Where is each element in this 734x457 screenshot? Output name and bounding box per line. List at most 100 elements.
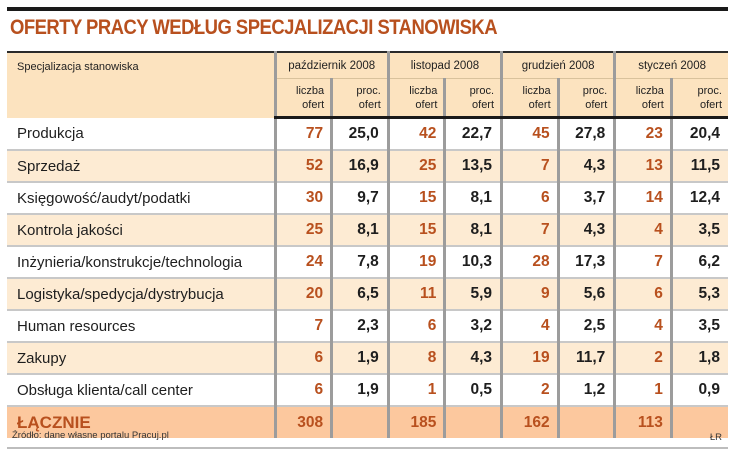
- table-row: Logistyka/spedycja/dystrybucja 20 6,5 11 5,9…: [7, 278, 728, 311]
- cell-offer-count: 15: [386, 214, 445, 247]
- total-offer-count: 113: [613, 406, 672, 438]
- cell-offer-count: 23: [613, 117, 672, 151]
- cell-offer-percent: 2,3: [330, 310, 389, 343]
- cell-offer-percent: 4,3: [556, 214, 615, 247]
- cell-offer-percent: 17,3: [556, 246, 615, 279]
- header-count-ofert: liczba ofert: [500, 78, 559, 119]
- cell-offer-percent: 20,4: [669, 117, 728, 151]
- row-specialization: Księgowość/audyt/podatki: [7, 182, 276, 215]
- header-month-jan: styczeń 2008: [613, 52, 728, 79]
- header-percent-ofert: proc. ofert: [330, 78, 389, 119]
- cell-offer-percent: 0,5: [443, 374, 502, 407]
- cell-offer-percent: 7,8: [330, 246, 389, 279]
- cell-offer-percent: 8,1: [443, 214, 502, 247]
- row-specialization: Kontrola jakości: [7, 214, 276, 247]
- cell-offer-percent: 25,0: [330, 117, 389, 151]
- cell-offer-percent: 1,9: [330, 374, 389, 407]
- cell-offer-percent: 8,1: [330, 214, 389, 247]
- cell-offer-count: 8: [386, 342, 445, 375]
- cell-offer-count: 20: [273, 278, 332, 311]
- cell-offer-count: 7: [613, 246, 672, 279]
- cell-offer-percent: 5,6: [556, 278, 615, 311]
- header-month-dec: grudzień 2008: [500, 52, 615, 79]
- total-offer-percent: [330, 406, 389, 438]
- header-count-ofert: liczba ofert: [386, 78, 445, 119]
- cell-offer-count: 42: [386, 117, 445, 151]
- bottom-rule: [7, 447, 728, 449]
- header-month-oct: październik 2008: [273, 52, 389, 79]
- cell-offer-percent: 13,5: [443, 150, 502, 183]
- header-count-line2: ofert: [302, 98, 325, 111]
- cell-offer-percent: 1,9: [330, 342, 389, 375]
- total-offer-percent: [556, 406, 615, 438]
- cell-offer-percent: 1,2: [556, 374, 615, 407]
- cell-offer-count: 1: [613, 374, 672, 407]
- row-specialization: Inżynieria/konstrukcje/technologia: [7, 246, 276, 279]
- cell-offer-count: 15: [386, 182, 445, 215]
- header-percent-ofert: proc. ofert: [556, 78, 615, 119]
- cell-offer-percent: 3,2: [443, 310, 502, 343]
- cell-offer-percent: 3,7: [556, 182, 615, 215]
- cell-offer-count: 6: [500, 182, 559, 215]
- cell-offer-percent: 1,8: [669, 342, 728, 375]
- cell-offer-count: 30: [273, 182, 332, 215]
- cell-offer-percent: 3,5: [669, 310, 728, 343]
- cell-offer-count: 6: [613, 278, 672, 311]
- cell-offer-percent: 3,5: [669, 214, 728, 247]
- cell-offer-count: 24: [273, 246, 332, 279]
- cell-offer-percent: 12,4: [669, 182, 728, 215]
- cell-offer-count: 14: [613, 182, 672, 215]
- row-specialization: Zakupy: [7, 342, 276, 375]
- header-count-line2: ofert: [415, 98, 438, 111]
- cell-offer-count: 25: [386, 150, 445, 183]
- cell-offer-percent: 0,9: [669, 374, 728, 407]
- cell-offer-count: 9: [500, 278, 559, 311]
- cell-offer-percent: 5,3: [669, 278, 728, 311]
- cell-offer-percent: 16,9: [330, 150, 389, 183]
- cell-offer-percent: 5,9: [443, 278, 502, 311]
- cell-offer-percent: 8,1: [443, 182, 502, 215]
- cell-offer-percent: 9,7: [330, 182, 389, 215]
- cell-offer-percent: 11,7: [556, 342, 615, 375]
- header-count-line1: liczba: [522, 84, 551, 97]
- cell-offer-count: 6: [273, 374, 332, 407]
- cell-offer-count: 4: [613, 310, 672, 343]
- header-pct-line2: ofert: [585, 98, 608, 111]
- cell-offer-count: 6: [273, 342, 332, 375]
- cell-offer-percent: 4,3: [556, 150, 615, 183]
- cell-offer-count: 77: [273, 117, 332, 151]
- cell-offer-count: 6: [386, 310, 445, 343]
- header-count-line2: ofert: [641, 98, 664, 111]
- source-note: Źródło: dane własne portalu Pracuj.pl: [12, 430, 169, 441]
- total-row: ŁĄCZNIE 308 185 162 113: [7, 406, 728, 438]
- top-rule: [7, 7, 728, 11]
- cell-offer-count: 7: [500, 150, 559, 183]
- cell-offer-count: 28: [500, 246, 559, 279]
- total-label: ŁĄCZNIE: [7, 406, 276, 438]
- header-month-nov: listopad 2008: [386, 52, 502, 79]
- author-initials: ŁR: [709, 432, 722, 443]
- cell-offer-percent: 6,5: [330, 278, 389, 311]
- cell-offer-count: 52: [273, 150, 332, 183]
- header-pct-line1: proc.: [469, 84, 495, 97]
- header-percent-ofert: proc. ofert: [443, 78, 502, 119]
- cell-offer-percent: 27,8: [556, 117, 615, 151]
- header-pct-line1: proc.: [356, 84, 381, 97]
- cell-offer-percent: 2,5: [556, 310, 615, 343]
- header-count-line1: liczba: [635, 84, 664, 97]
- cell-offer-percent: 22,7: [443, 117, 502, 151]
- total-offer-percent: [443, 406, 502, 438]
- total-offer-percent: [669, 406, 728, 438]
- row-specialization: Sprzedaż: [7, 150, 276, 183]
- cell-offer-count: 11: [386, 278, 445, 311]
- header-count-ofert: liczba ofert: [273, 78, 332, 119]
- job-offers-table: Specjalizacja stanowiska październik 200…: [7, 51, 728, 438]
- cell-offer-count: 13: [613, 150, 672, 183]
- cell-offer-count: 4: [613, 214, 672, 247]
- row-specialization: Human resources: [7, 310, 276, 343]
- header-count-line1: liczba: [409, 84, 438, 97]
- table-row: Księgowość/audyt/podatki 30 9,7 15 8,1 6 3,7 14…: [7, 182, 728, 215]
- header-count-ofert: liczba ofert: [613, 78, 672, 119]
- header-pct-line2: ofert: [358, 98, 381, 111]
- table-row: Inżynieria/konstrukcje/technologia 24 7,8 1…: [7, 246, 728, 279]
